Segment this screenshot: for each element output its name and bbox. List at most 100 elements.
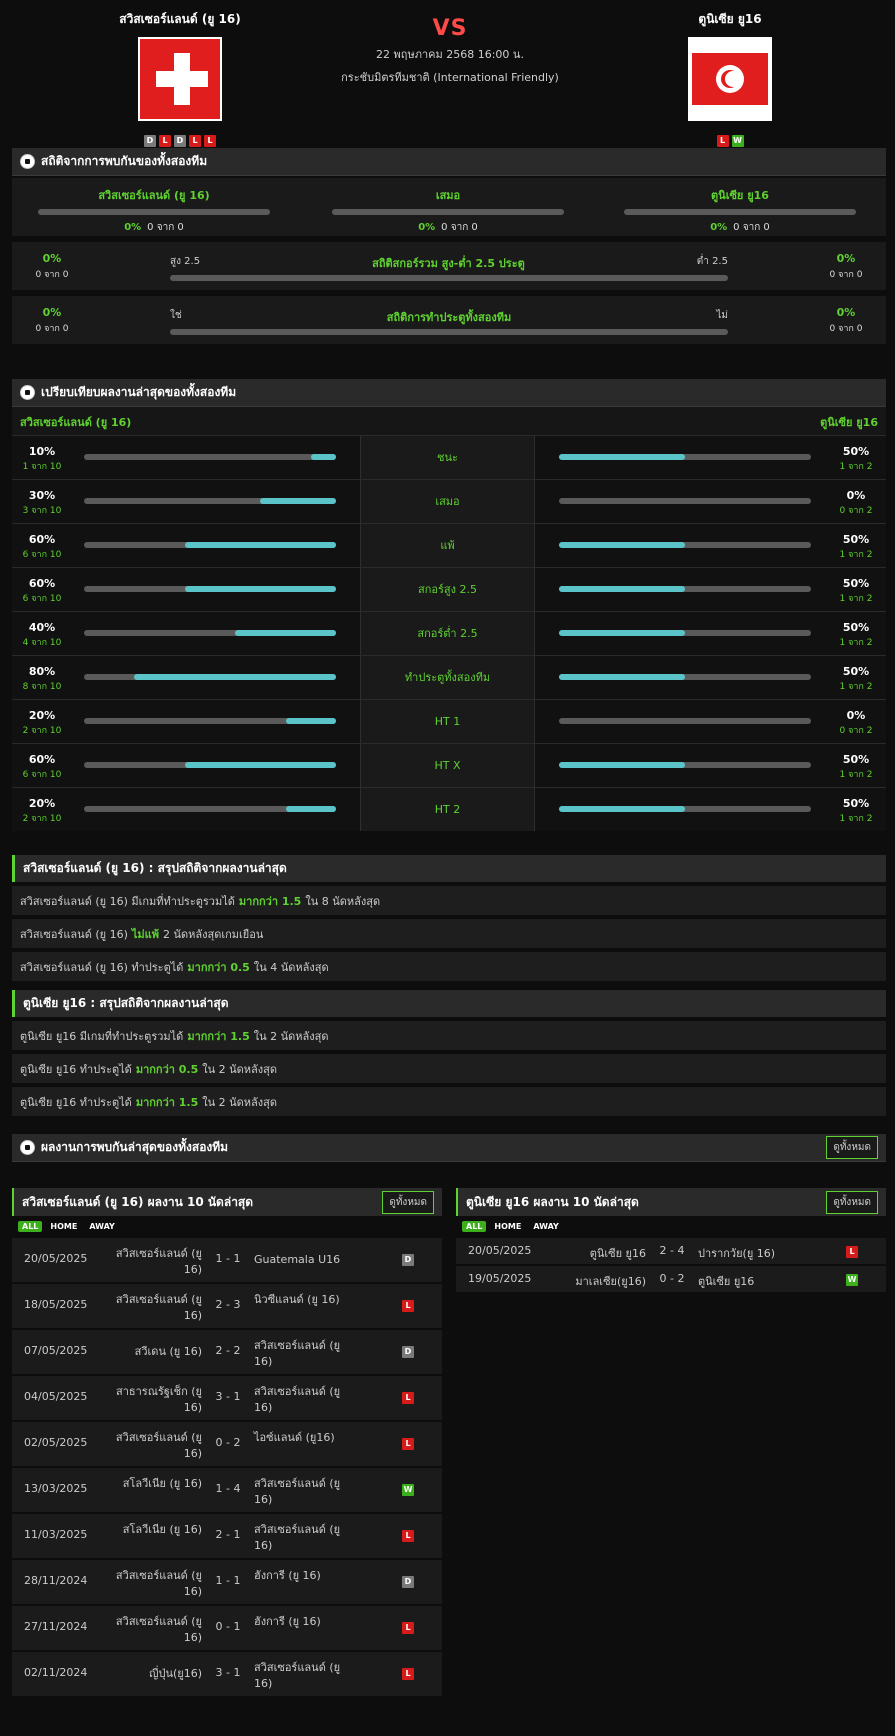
match-row[interactable]: 27/11/2024 สวิสเซอร์แลนด์ (ยู 16) 0 - 1 ฮัง… [12, 1604, 442, 1650]
compare-away-pct: 0% 0 จาก 2 [826, 489, 886, 517]
away-summary-title: ตูนิเซีย ยู16 : สรุปสถิติจากผลงานล่าสุด [12, 990, 886, 1017]
compare-label: ชนะ [360, 436, 535, 479]
ou-over-label: สูง 2.5 [170, 256, 201, 267]
match-home-team: สวิสเซอร์แลนด์ (ยู 16) [115, 1431, 202, 1460]
compare-title: เปรียบเทียบผลงานล่าสุดของทั้งสองทีม [41, 385, 237, 399]
away-last-tabs: ALL HOME AWAY [456, 1216, 886, 1236]
btts-stat: 0% 0 จาก 0 ใช่ สถิติการทำประตูทั้งสองทีม ไม… [12, 296, 886, 344]
compare-away-side: 50% 1 จาก 2 [535, 744, 886, 787]
match-date: 13/03/2025 [24, 1482, 88, 1495]
match-away-team: ไอซ์แลนด์ (ยู16) [254, 1431, 335, 1444]
h2h-draw-bar [332, 209, 564, 215]
compare-away-pct-value: 50% [842, 797, 870, 810]
tab-all[interactable]: ALL [462, 1220, 487, 1232]
compare-away-pct: 50% 1 จาก 2 [826, 533, 886, 561]
compare-label: HT 1 [360, 700, 535, 743]
compare-home-pct: 60% 6 จาก 10 [12, 753, 72, 781]
compare-away-bar-fill [559, 586, 685, 592]
match-score: 3 - 1 [215, 1390, 241, 1403]
compare-away-count: 1 จาก 2 [839, 638, 873, 648]
compare-row: 60% 6 จาก 10 สกอร์สูง 2.5 50% 1 จาก 2 [12, 567, 886, 611]
compare-home-bar [84, 674, 336, 680]
compare-row: 20% 2 จาก 10 HT 1 0% 0 จาก 2 [12, 699, 886, 743]
home-last-header: สวิสเซอร์แลนด์ (ยู 16) ผลงาน 10 นัดล่าสุ… [12, 1188, 442, 1216]
summary-key: มากกว่า 0.5 [187, 960, 250, 974]
summary-key: มากกว่า 0.5 [135, 1062, 199, 1076]
compare-home-pct: 60% 6 จาก 10 [12, 577, 72, 605]
tab-home[interactable]: HOME [494, 1221, 522, 1231]
form-badge: D [144, 135, 156, 147]
match-row[interactable]: 02/11/2024 ญี่ปุ่น(ยู16) 3 - 1 สวิสเซอร์แลน… [12, 1650, 442, 1696]
compare-home-side: 60% 6 จาก 10 [12, 568, 360, 611]
ou-bar [170, 275, 728, 281]
compare-away-side: 50% 1 จาก 2 [535, 568, 886, 611]
compare-away-bar [559, 674, 811, 680]
summary-suffix: ใน 2 นัดหลังสุด [253, 1029, 329, 1043]
match-score: 1 - 1 [215, 1252, 241, 1265]
football-icon [20, 385, 35, 400]
compare-home-bar [84, 762, 336, 768]
away-last-view-all-button[interactable]: ดูทั้งหมด [826, 1190, 878, 1214]
match-away-team: ฮังการี (ยู 16) [254, 1615, 321, 1628]
compare-away-pct: 50% 1 จาก 2 [826, 577, 886, 605]
h2h-away-pct: 0% [710, 222, 728, 233]
compare-home-bar-fill [285, 718, 336, 724]
football-icon [20, 1140, 35, 1155]
match-date: 07/05/2025 [24, 1344, 88, 1357]
match-row[interactable]: 07/05/2025 สวีเดน (ยู 16) 2 - 2 สวิสเซอร์แล… [12, 1328, 442, 1374]
compare-home-name: สวิสเซอร์แลนด์ (ยู 16) [20, 416, 132, 429]
match-score: 1 - 4 [215, 1482, 241, 1495]
match-score: 3 - 1 [215, 1666, 241, 1679]
away-last-matches: 20/05/2025 ตูนิเซีย ยู16 2 - 4 ปารากวัย(ยู … [456, 1236, 886, 1292]
match-result-badge: D [402, 1346, 414, 1358]
match-row[interactable]: 11/03/2025 สโลวีเนีย (ยู 16) 2 - 1 สวิสเซอร… [12, 1512, 442, 1558]
ou-right-pct: 0% [836, 252, 856, 265]
summary-row: สวิสเซอร์แลนด์ (ยู 16) ทำประตูได้ มากกว่า… [12, 952, 886, 981]
compare-home-bar-fill [184, 586, 336, 592]
compare-home-side: 40% 4 จาก 10 [12, 612, 360, 655]
compare-home-side: 60% 6 จาก 10 [12, 744, 360, 787]
summary-row: ตูนิเซีย ยู16 ทำประตูได้ มากกว่า 1.5 ใน 2 … [12, 1087, 886, 1116]
match-row[interactable]: 13/03/2025 สโลวีเนีย (ยู 16) 1 - 4 สวิสเซอร… [12, 1466, 442, 1512]
match-home-team: สวิสเซอร์แลนด์ (ยู 16) [115, 1569, 202, 1598]
match-row[interactable]: 20/05/2025 สวิสเซอร์แลนด์ (ยู 16) 1 - 1 Gua… [12, 1236, 442, 1282]
compare-home-side: 80% 8 จาก 10 [12, 656, 360, 699]
recent-view-all-button[interactable]: ดูทั้งหมด [826, 1136, 878, 1159]
compare-away-bar-fill [559, 630, 685, 636]
home-summary-section: สวิสเซอร์แลนด์ (ยู 16) : สรุปสถิติจากผลง… [12, 855, 886, 981]
match-score: 2 - 3 [215, 1298, 241, 1311]
match-row[interactable]: 04/05/2025 สาธารณรัฐเช็ก (ยู 16) 3 - 1 สวิส… [12, 1374, 442, 1420]
away-summary-section: ตูนิเซีย ยู16 : สรุปสถิติจากผลงานล่าสุด … [12, 990, 886, 1116]
compare-away-count: 1 จาก 2 [839, 770, 873, 780]
match-row[interactable]: 18/05/2025 สวิสเซอร์แลนด์ (ยู 16) 2 - 3 นิว… [12, 1282, 442, 1328]
compare-home-pct: 20% 2 จาก 10 [12, 709, 72, 737]
compare-away-pct-value: 0% [846, 489, 866, 502]
compare-home-count: 6 จาก 10 [22, 770, 62, 780]
compare-away-bar [559, 498, 811, 504]
competition-name: กระชับมิตรทีมชาติ (International Friendl… [341, 71, 559, 84]
tab-away[interactable]: AWAY [533, 1221, 559, 1231]
home-last-tabs: ALL HOME AWAY [12, 1216, 442, 1236]
tab-all[interactable]: ALL [18, 1220, 43, 1232]
summary-suffix: 2 นัดหลังสุดเกมเยือน [162, 927, 264, 941]
compare-label: สกอร์ต่ำ 2.5 [360, 612, 535, 655]
match-row[interactable]: 02/05/2025 สวิสเซอร์แลนด์ (ยู 16) 0 - 2 ไอซ… [12, 1420, 442, 1466]
tab-home[interactable]: HOME [50, 1221, 78, 1231]
home-last-view-all-button[interactable]: ดูทั้งหมด [382, 1190, 434, 1214]
summary-row: ตูนิเซีย ยู16 ทำประตูได้ มากกว่า 0.5 ใน 2 … [12, 1054, 886, 1083]
compare-row: 80% 8 จาก 10 ทำประตูทั้งสองทีม 50% 1 จาก 2 [12, 655, 886, 699]
match-home-team: สวีเดน (ยู 16) [134, 1345, 202, 1358]
compare-rows: 10% 1 จาก 10 ชนะ 50% 1 จาก 2 30% 3 จาก 10 เสมอ 0… [12, 435, 886, 831]
match-row[interactable]: 19/05/2025 มาเลเซีย(ยู16) 0 - 2 ตูนิเซีย ยู… [456, 1264, 886, 1292]
match-home-team: สวิสเซอร์แลนด์ (ยู 16) [115, 1293, 202, 1322]
match-row[interactable]: 20/05/2025 ตูนิเซีย ยู16 2 - 4 ปารากวัย(ยู … [456, 1236, 886, 1264]
h2h-home: สวิสเซอร์แลนด์ (ยู 16) 0% 0 จาก 0 [38, 186, 270, 235]
compare-home-bar-fill [184, 542, 336, 548]
tab-away[interactable]: AWAY [89, 1221, 115, 1231]
match-row[interactable]: 28/11/2024 สวิสเซอร์แลนด์ (ยู 16) 1 - 1 ฮัง… [12, 1558, 442, 1604]
over-under-stat: 0% 0 จาก 0 สูง 2.5 สถิติสกอร์รวม สูง-ต่ำ 2… [12, 242, 886, 290]
match-result-badge: L [402, 1622, 414, 1634]
compare-home-count: 6 จาก 10 [22, 550, 62, 560]
